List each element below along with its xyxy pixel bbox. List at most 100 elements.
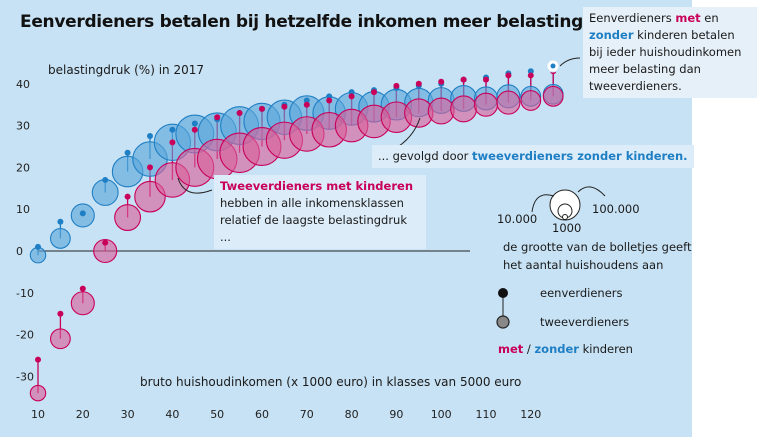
single-earner-dot-met [102,239,109,246]
size-legend-caption-1: de grootte van de bolletjes geeft [503,240,692,254]
x-tick-label: 90 [389,408,403,421]
callout-top: Eenverdieners met en zonder kinderen bet… [583,7,757,98]
x-tick-label: 80 [345,408,359,421]
legend-met: met [498,342,524,356]
dual-earner-bubble-met [93,238,118,264]
single-earner-dot-met [147,164,153,171]
y-tick-label: -10 [16,287,34,300]
callout-top-pointer [559,57,581,67]
single-earner-dot-met [191,126,198,133]
legend-children: met / zonder kinderen [498,342,633,356]
x-tick-label: 10 [31,408,45,421]
single-earner-dot-met [281,103,288,110]
x-tick-label: 120 [520,408,541,421]
y-tick-label: 40 [16,78,30,91]
legend-kinderen: kinderen [578,342,633,356]
x-axis-label: bruto huishoudinkomen (x 1000 euro) in k… [140,375,522,389]
single-earner-dot-zonder [169,126,176,133]
y-tick-label: 20 [16,161,30,174]
callout-low-highlight: Tweeverdieners met kinderen [220,179,414,193]
single-earner-dot-met [505,72,512,79]
single-earner-dot-met [35,356,41,363]
callout-top-mid: en [700,11,719,25]
callout-mid-highlight: tweeverdieners zonder kinderen. [472,149,688,163]
single-earner-dot-zonder [303,97,310,104]
dual-earner-bubble-met [520,90,542,111]
dual-earner-bubble-met [114,204,142,232]
single-earner-dot-met [460,76,467,83]
dual-earner-bubble-met [29,384,47,402]
single-earner-dot-met [527,72,534,79]
dual-earner-bubble-met [473,92,499,117]
single-earner-dot-zonder [147,133,153,140]
callout-mid-pre: ... gevolgd door [378,149,473,163]
single-earner-dot-met [214,114,221,121]
size-legend-small [562,214,568,220]
size-legend-caption-2: het aantal huishoudens aan [503,258,664,272]
size-legend-right: 100.000 [592,202,640,216]
dual-earner-bubble-zonder [49,228,71,249]
callout-low-post: hebben in alle inkomensklassen relatief … [220,196,408,244]
single-earner-dot-zonder [35,243,41,250]
highlight-dot [550,63,556,69]
callout-top-met: met [675,11,701,25]
single-earner-dot-zonder [102,176,109,183]
single-earner-dot-met [236,110,243,117]
single-earner-dot-met [415,80,422,87]
size-legend-left: 10.000 [497,212,538,226]
legend-dual-bubble [496,315,510,329]
x-tick-label: 40 [165,408,179,421]
callout-top-post: kinderen betalen bij ieder huishoudinkom… [589,28,742,93]
size-legend-bottom: 1000 [552,221,582,235]
legend-zonder: zonder [534,342,579,356]
x-tick-label: 70 [300,408,314,421]
single-earner-dot-zonder [79,210,86,217]
single-earner-dot-met [259,105,265,112]
x-tick-label: 30 [121,408,135,421]
dual-earner-bubble-met [49,328,71,350]
size-legend-arrow-left [531,194,555,213]
dual-earner-bubble-met [70,291,95,316]
single-earner-dot-met [169,139,176,146]
legend-single-dot [498,288,508,298]
single-earner-dot-met [371,89,377,96]
single-earner-dot-met [79,285,86,292]
dual-earner-bubble-met [427,97,455,125]
y-tick-label: 30 [16,120,30,133]
single-earner-dot-met [303,101,310,108]
size-legend-arrow-right [577,186,606,197]
dual-earner-bubble-zonder [91,179,119,206]
chart-title: Eenverdieners betalen bij hetzelfde inko… [20,12,608,32]
callout-middle: ... gevolgd door tweeverdieners zonder k… [372,145,694,168]
legend-single-earner: eenverdieners [540,286,623,300]
single-earner-dot-zonder [348,89,355,96]
single-earner-dot-met [393,82,400,89]
legend-dual-earner: tweeverdieners [540,315,630,329]
x-tick-label: 50 [210,408,224,421]
y-tick-label: -30 [16,370,34,383]
single-earner-dot-zonder [527,68,534,75]
x-tick-label: 60 [255,408,269,421]
callout-top-zonder: zonder [589,28,634,42]
y-axis-label: belastingdruk (%) in 2017 [48,63,204,77]
x-tick-label: 100 [431,408,452,421]
single-earner-dot-met [438,78,445,85]
dual-earner-bubble-met [450,95,478,123]
x-tick-label: 20 [76,408,90,421]
single-earner-dot-zonder [326,93,333,100]
dual-earner-bubble-met [496,90,521,115]
callout-top-pre: Eenverdieners [589,11,676,25]
callout-lower: Tweeverdieners met kinderen hebben in all… [214,175,426,249]
single-earner-dot-met [57,310,64,317]
dual-earner-bubble-met [542,85,564,107]
single-earner-dot-met [124,193,131,200]
y-tick-label: 10 [16,203,30,216]
single-earner-dot-zonder [124,149,131,156]
legend-slash: / [523,342,535,356]
single-earner-dot-met [348,93,355,100]
y-tick-label: 0 [16,245,23,258]
callout-low-pointer [177,177,213,194]
single-earner-dot-met [483,76,489,83]
single-earner-dot-zonder [191,120,198,127]
